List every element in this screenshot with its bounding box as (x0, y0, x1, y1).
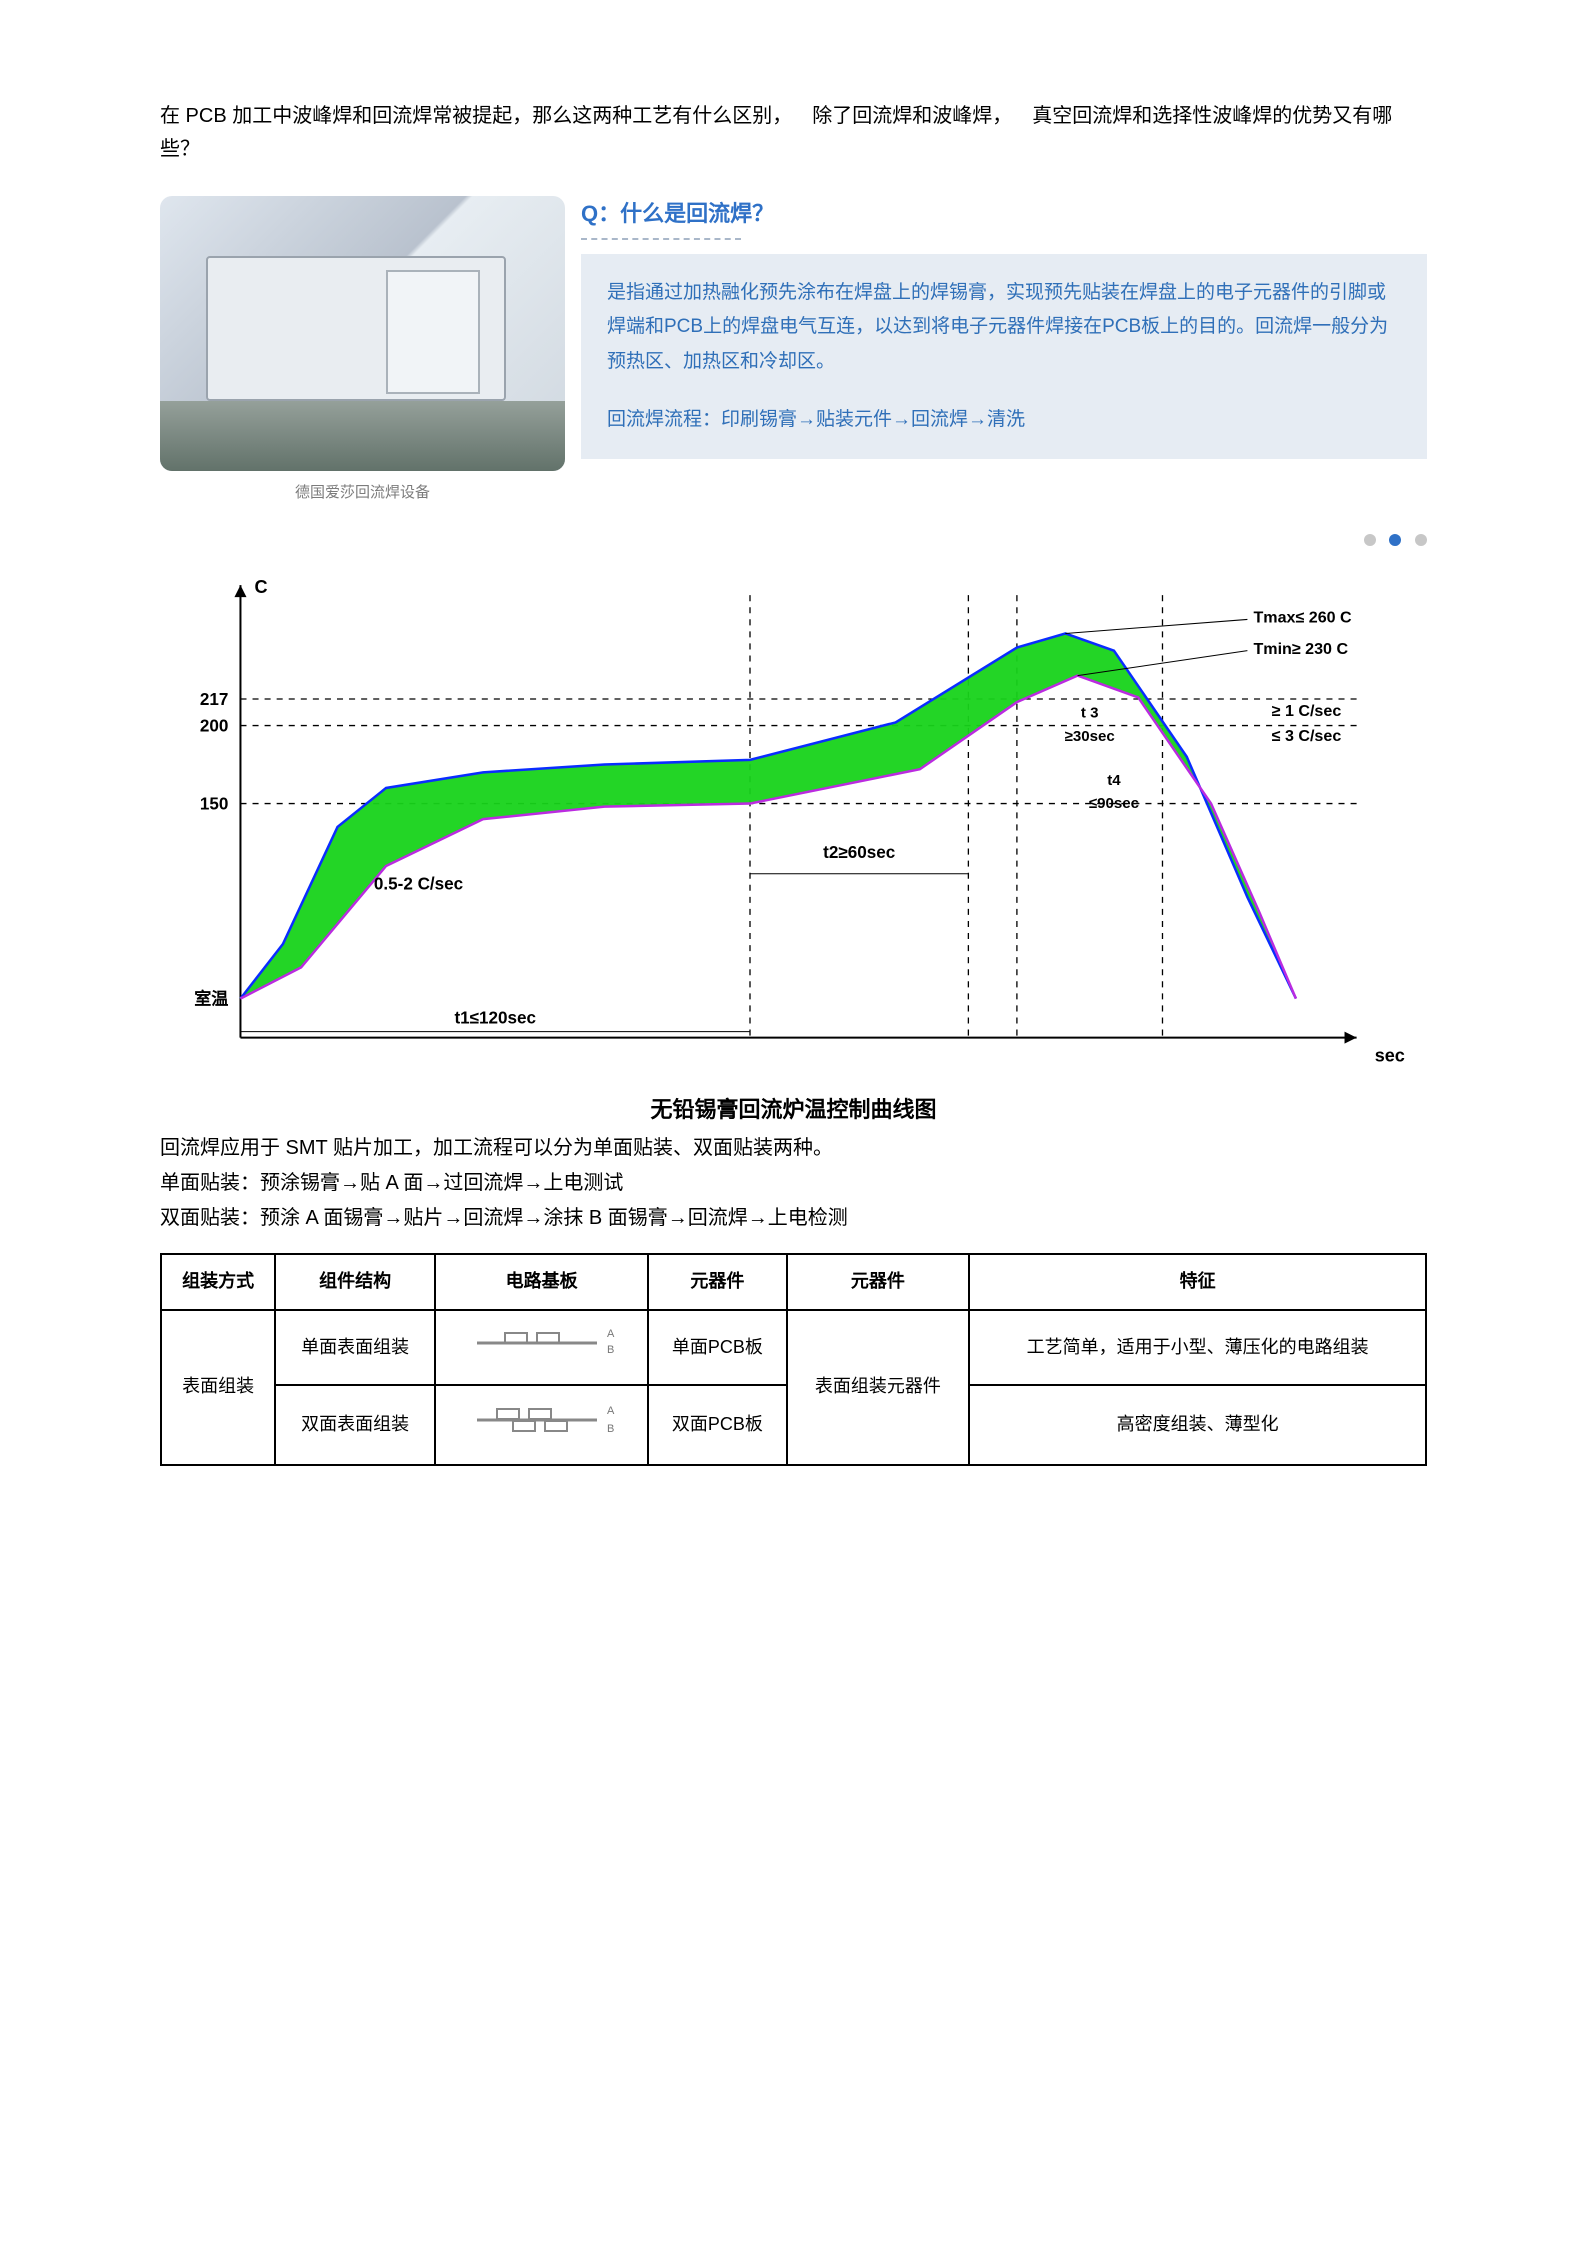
svg-text:t4: t4 (1107, 772, 1121, 789)
svg-text:室温: 室温 (194, 988, 228, 1008)
svg-text:A: A (607, 1405, 615, 1417)
svg-text:t1≤120sec: t1≤120sec (454, 1008, 536, 1027)
svg-text:t 3: t 3 (1081, 704, 1099, 721)
qa-column: Q：什么是回流焊？ 是指通过加热融化预先涂布在焊盘上的焊锡膏，实现预先贴装在焊盘… (581, 196, 1427, 506)
th-0: 组装方式 (161, 1254, 275, 1310)
body-l1: 回流焊应用于 SMT 贴片加工，加工流程可以分为单面贴装、双面贴装两种。 (160, 1132, 1427, 1165)
th-1: 组件结构 (275, 1254, 435, 1310)
svg-text:t2≥60sec: t2≥60sec (823, 843, 895, 862)
svg-text:C: C (255, 577, 268, 597)
qa-title: Q：什么是回流焊？ (581, 196, 1427, 232)
equipment-photo (160, 196, 565, 471)
photo-caption: 德国爱莎回流焊设备 (160, 481, 565, 506)
reflow-chart: Csec 室温 150 200 217 0.5-2 C/sec t1≤120sec t2≥60… (160, 565, 1427, 1128)
svg-text:B: B (607, 1344, 614, 1356)
dot-1[interactable] (1364, 534, 1376, 546)
svg-text:0.5-2 C/sec: 0.5-2 C/sec (374, 874, 463, 893)
machine-shape (206, 256, 506, 401)
dot-2[interactable] (1389, 534, 1401, 546)
qa-desc: 是指通过加热融化预先涂布在焊盘上的焊锡膏，实现预先贴装在焊盘上的电子元器件的引脚… (607, 276, 1401, 379)
qa-separator (581, 238, 741, 240)
cell-r1c5: 高密度组装、薄型化 (969, 1385, 1426, 1465)
cell-r1c2: A B (435, 1385, 648, 1465)
svg-text:≤ 3 C/sec: ≤ 3 C/sec (1272, 727, 1342, 745)
double-board-diagram: A B (467, 1398, 617, 1442)
photo-qa-row: 德国爱莎回流焊设备 Q：什么是回流焊？ 是指通过加热融化预先涂布在焊盘上的焊锡膏… (160, 196, 1427, 506)
dot-3[interactable] (1415, 534, 1427, 546)
th-2: 电路基板 (435, 1254, 648, 1310)
svg-text:≥ 1 C/sec: ≥ 1 C/sec (1272, 702, 1342, 720)
cell-r0c1: 单面表面组装 (275, 1310, 435, 1386)
body-l3: 双面贴装：预涂 A 面锡膏→贴片→回流焊→涂抹 B 面锡膏→回流焊→上电检测 (160, 1202, 1427, 1235)
svg-text:A: A (607, 1328, 615, 1340)
svg-text:Tmax≤ 260 C: Tmax≤ 260 C (1253, 608, 1352, 626)
body-l2: 单面贴装：预涂锡膏→贴 A 面→过回流焊→上电测试 (160, 1167, 1427, 1200)
svg-text:150: 150 (200, 794, 229, 813)
body-text: 回流焊应用于 SMT 贴片加工，加工流程可以分为单面贴装、双面贴装两种。 单面贴… (160, 1132, 1427, 1235)
svg-text:≤90sec: ≤90sec (1089, 795, 1139, 812)
photo-column: 德国爱莎回流焊设备 (160, 196, 565, 506)
table-row: 表面组装 单面表面组装 A B 单面PCB板 表面组装元器件 工艺简单，适用于小… (161, 1310, 1426, 1386)
cell-method: 表面组装 (161, 1310, 275, 1465)
cell-component: 表面组装元器件 (787, 1310, 970, 1465)
cell-r0c5: 工艺简单，适用于小型、薄压化的电路组装 (969, 1310, 1426, 1386)
cell-r0c2: A B (435, 1310, 648, 1386)
intro-text: 在 PCB 加工中波峰焊和回流焊常被提起，那么这两种工艺有什么区别， 除了回流焊… (160, 100, 1427, 166)
svg-text:217: 217 (200, 690, 229, 709)
pagination-dots (160, 524, 1427, 557)
qa-flow: 回流焊流程：印刷锡膏→贴装元件→回流焊→清洗 (607, 403, 1401, 437)
svg-text:≥30sec: ≥30sec (1065, 728, 1115, 745)
qa-box: 是指通过加热融化预先涂布在焊盘上的焊锡膏，实现预先贴装在焊盘上的电子元器件的引脚… (581, 254, 1427, 459)
th-3: 元器件 (648, 1254, 786, 1310)
assembly-table: 组装方式 组件结构 电路基板 元器件 元器件 特征 表面组装 单面表面组装 A … (160, 1253, 1427, 1466)
single-board-diagram: A B (467, 1323, 617, 1363)
cell-r1c3: 双面PCB板 (648, 1385, 786, 1465)
svg-text:200: 200 (200, 716, 229, 735)
cell-r0c3: 单面PCB板 (648, 1310, 786, 1386)
chart-svg: Csec 室温 150 200 217 0.5-2 C/sec t1≤120sec t2≥60… (160, 565, 1427, 1088)
chart-title: 无铅锡膏回流炉温控制曲线图 (160, 1092, 1427, 1128)
svg-text:Tmin≥ 230 C: Tmin≥ 230 C (1253, 640, 1348, 658)
th-4: 元器件 (787, 1254, 970, 1310)
svg-text:B: B (607, 1423, 614, 1435)
table-header-row: 组装方式 组件结构 电路基板 元器件 元器件 特征 (161, 1254, 1426, 1310)
th-5: 特征 (969, 1254, 1426, 1310)
svg-text:sec: sec (1375, 1045, 1405, 1065)
cell-r1c1: 双面表面组装 (275, 1385, 435, 1465)
